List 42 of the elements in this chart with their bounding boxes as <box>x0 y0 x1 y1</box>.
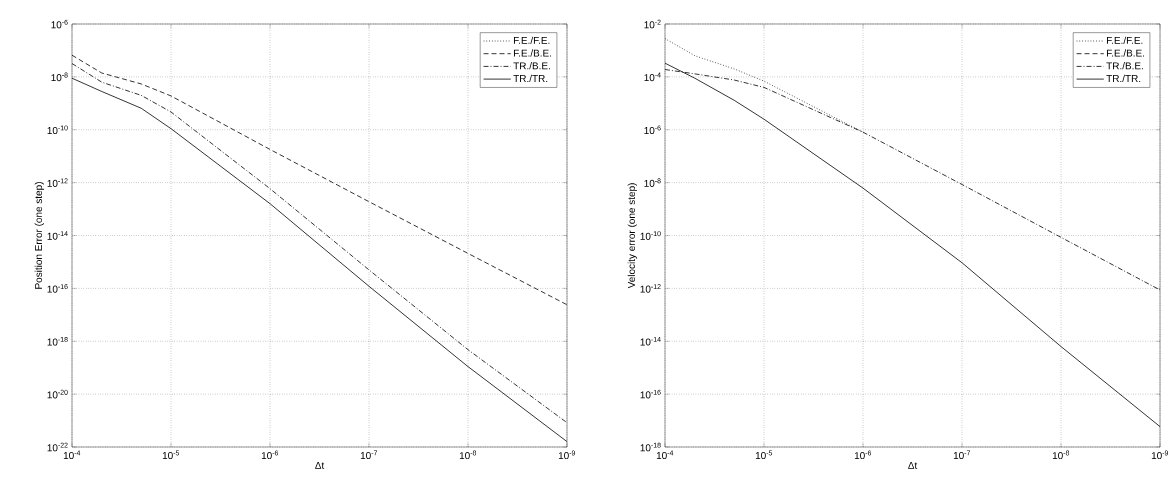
x-tick-label: 10$^{-8}$ <box>459 450 477 460</box>
x-tick-label: 10$^{-8}$ <box>1052 450 1070 460</box>
y-tick-label: 10$^{-2}$ <box>644 19 661 29</box>
y-tick-label: 10$^{-12}$ <box>47 178 68 187</box>
y-tick-label: 10$^{-12}$ <box>640 284 661 293</box>
legend-label: TR./B.E. <box>1106 62 1143 70</box>
x-tick-label: 10$^{-6}$ <box>854 450 872 460</box>
y-tick-label: 10$^{-16}$ <box>47 284 68 293</box>
y-axis-title: Velocity error (one step) <box>627 183 637 289</box>
y-tick-label: 10$^{-18}$ <box>47 336 68 346</box>
y-axis-title: Position Error (one step) <box>34 182 44 289</box>
x-tick-label: 10$^{-5}$ <box>162 450 180 460</box>
x-tick-label: 10$^{-4}$ <box>656 450 674 460</box>
y-tick-label: 10$^{-10}$ <box>640 231 661 240</box>
x-axis-title: Δt <box>315 461 325 469</box>
y-tick-label: 10$^{-20}$ <box>47 389 68 399</box>
x-tick-label: 10$^{-4}$ <box>63 450 81 460</box>
legend-label: TR./TR. <box>1106 74 1141 83</box>
legend-label: TR./TR. <box>513 74 548 83</box>
x-axis-title: Δt <box>908 461 918 469</box>
x-tick-label: 10$^{-5}$ <box>755 450 773 460</box>
x-tick-label: 10$^{-9}$ <box>558 450 576 460</box>
y-tick-label: 10$^{-4}$ <box>644 72 661 82</box>
x-tick-label: 10$^{-7}$ <box>360 450 378 460</box>
y-tick-label: 10$^{-22}$ <box>47 442 68 452</box>
y-tick-label: 10$^{-8}$ <box>644 178 661 187</box>
y-tick-label: 10$^{-14}$ <box>47 231 68 240</box>
y-tick-label: 10$^{-14}$ <box>640 337 661 346</box>
y-tick-label: 10$^{-6}$ <box>644 125 661 135</box>
legend-label: F.E./F.E. <box>513 36 550 44</box>
y-tick-label: 10$^{-8}$ <box>51 72 68 82</box>
y-tick-label: 10$^{-10}$ <box>47 125 68 135</box>
legend-label: F.E./B.E. <box>1106 49 1145 57</box>
y-tick-label: 10$^{-16}$ <box>640 389 661 399</box>
legend-label: F.E./F.E. <box>1106 36 1143 44</box>
legend-label: F.E./B.E. <box>513 49 552 57</box>
legend-label: TR./B.E. <box>513 62 550 70</box>
x-tick-label: 10$^{-6}$ <box>261 450 279 460</box>
x-tick-label: 10$^{-7}$ <box>953 450 971 460</box>
y-tick-label: 10$^{-18}$ <box>640 442 661 452</box>
y-tick-label: 10$^{-6}$ <box>51 19 68 29</box>
x-tick-label: 10$^{-9}$ <box>1151 450 1169 460</box>
